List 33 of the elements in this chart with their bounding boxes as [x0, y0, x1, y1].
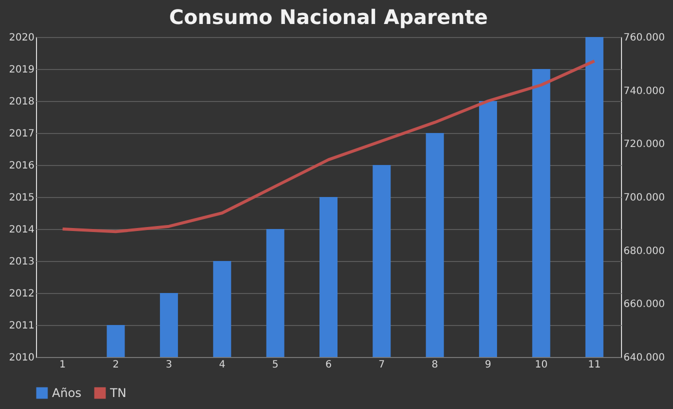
y-tick-label: 2011 [9, 320, 34, 332]
y2-tick-label: 660.000 [624, 299, 665, 310]
y-tick-label: 2015 [9, 192, 34, 204]
y2-tick-label: 700.000 [624, 192, 665, 204]
y-tick-label: 2020 [9, 32, 34, 44]
y-tick-label: 2016 [9, 160, 34, 172]
x-tick-label: 7 [378, 360, 385, 370]
legend-label: TN [109, 386, 126, 400]
x-tick-label: 8 [432, 360, 438, 370]
x-tick-label: 4 [218, 360, 226, 370]
y-tick-label: 2012 [9, 288, 34, 300]
chart-title: Consumo Nacional Aparente [169, 5, 488, 29]
x-tick-label: 11 [588, 360, 601, 370]
x-tick-label: 6 [325, 360, 332, 370]
y-tick-label: 2019 [9, 64, 34, 76]
y-tick-label: 2018 [9, 96, 34, 108]
y2-tick-label: 640.000 [624, 352, 665, 364]
x-tick-label: 9 [484, 360, 492, 370]
y-tick-label: 2014 [9, 224, 34, 236]
x-tick-label: 5 [272, 360, 279, 370]
line-series [61, 60, 596, 234]
y-tick-label: 2010 [9, 352, 34, 364]
x-tick-label: 1 [59, 360, 66, 370]
y-tick-label: 2013 [9, 256, 34, 268]
y2-tick-label: 680.000 [624, 246, 665, 257]
y2-tick-label: 740.000 [624, 86, 665, 97]
y-tick-label: 2017 [9, 128, 34, 140]
x-tick-label: 10 [534, 360, 548, 370]
y2-tick-label: 760.000 [624, 32, 665, 44]
legend-label: Años [52, 386, 82, 400]
y2-tick-label: 720.000 [624, 139, 665, 150]
x-tick-label: 3 [166, 360, 172, 370]
x-tick-label: 2 [112, 360, 119, 370]
